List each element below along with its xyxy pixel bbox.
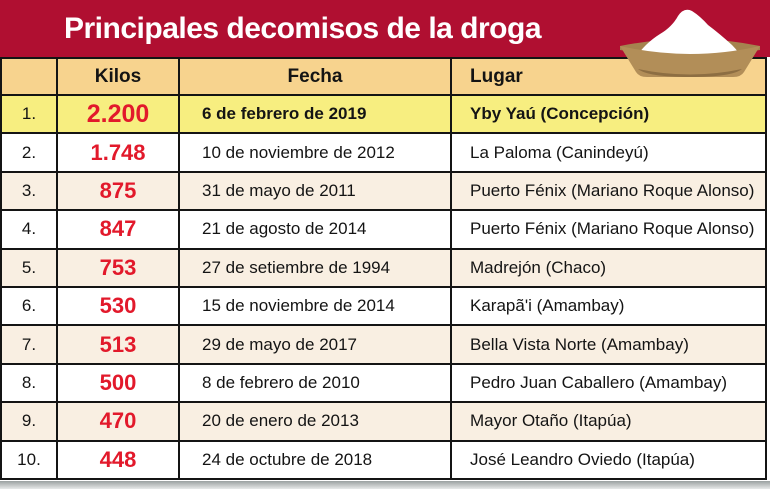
- cell-rank: 7.: [0, 324, 58, 365]
- cell-lugar: Pedro Juan Caballero (Amambay): [450, 362, 767, 404]
- table-row: 7. 513 29 de mayo de 2017 Bella Vista Norte…: [0, 324, 767, 365]
- cocaine-sack-icon: [614, 4, 766, 82]
- cell-fecha: 15 de noviembre de 2014: [178, 285, 452, 327]
- table-row: 5. 753 27 de setiembre de 1994 Madrejón (Ch…: [0, 247, 767, 288]
- table-row: 8. 500 8 de febrero de 2010 Pedro Juan Caba…: [0, 362, 767, 404]
- cell-lugar: Bella Vista Norte (Amambay): [450, 324, 767, 365]
- cell-lugar: Karapã'i (Amambay): [450, 285, 767, 327]
- cell-lugar: Puerto Fénix (Mariano Roque Alonso): [450, 209, 767, 250]
- cell-kilos: 1.748: [56, 132, 180, 173]
- col-header-fecha: Fecha: [178, 57, 452, 96]
- cell-fecha: 21 de agosto de 2014: [178, 209, 452, 250]
- cell-fecha: 20 de enero de 2013: [178, 401, 452, 442]
- cell-rank: 9.: [0, 401, 58, 442]
- cell-fecha: 8 de febrero de 2010: [178, 362, 452, 404]
- cell-rank: 3.: [0, 170, 58, 212]
- seizures-table: Kilos Fecha Lugar 1. 2.200 6 de febrero de…: [0, 57, 767, 480]
- header-band: Principales decomisos de la droga: [0, 0, 770, 57]
- cell-fecha: 27 de setiembre de 1994: [178, 247, 452, 288]
- cell-kilos: 2.200: [56, 93, 180, 135]
- table-body: 1. 2.200 6 de febrero de 2019 Yby Yaú (Conc…: [0, 93, 767, 480]
- cell-fecha: 6 de febrero de 2019: [178, 93, 452, 135]
- cell-rank: 1.: [0, 93, 58, 135]
- cell-rank: 8.: [0, 362, 58, 404]
- table-row: 1. 2.200 6 de febrero de 2019 Yby Yaú (Conc…: [0, 93, 767, 135]
- cell-lugar: La Paloma (Canindeyú): [450, 132, 767, 173]
- cell-kilos: 513: [56, 324, 180, 365]
- table-row: 9. 470 20 de enero de 2013 Mayor Otaño (Ita…: [0, 401, 767, 442]
- cell-kilos: 753: [56, 247, 180, 288]
- table-row: 4. 847 21 de agosto de 2014 Puerto Fénix (M…: [0, 209, 767, 250]
- cell-kilos: 847: [56, 209, 180, 250]
- col-header-kilos: Kilos: [56, 57, 180, 96]
- table-row: 10. 448 24 de octubre de 2018 José Leandro …: [0, 439, 767, 480]
- cell-rank: 6.: [0, 285, 58, 327]
- cell-kilos: 470: [56, 401, 180, 442]
- cell-kilos: 448: [56, 439, 180, 480]
- cell-lugar: Yby Yaú (Concepción): [450, 93, 767, 135]
- cell-kilos: 500: [56, 362, 180, 404]
- table-row: 6. 530 15 de noviembre de 2014 Karapã'i (Am…: [0, 285, 767, 327]
- cell-lugar: Madrejón (Chaco): [450, 247, 767, 288]
- cell-fecha: 29 de mayo de 2017: [178, 324, 452, 365]
- table-row: 3. 875 31 de mayo de 2011 Puerto Fénix (Mar…: [0, 170, 767, 212]
- col-header-rank: [0, 57, 58, 96]
- cell-rank: 2.: [0, 132, 58, 173]
- cell-rank: 10.: [0, 439, 58, 480]
- cell-lugar: Puerto Fénix (Mariano Roque Alonso): [450, 170, 767, 212]
- cell-fecha: 10 de noviembre de 2012: [178, 132, 452, 173]
- cell-fecha: 31 de mayo de 2011: [178, 170, 452, 212]
- cell-lugar: José Leandro Oviedo (Itapúa): [450, 439, 767, 480]
- cell-kilos: 875: [56, 170, 180, 212]
- table-row: 2. 1.748 10 de noviembre de 2012 La Paloma …: [0, 132, 767, 173]
- cell-lugar: Mayor Otaño (Itapúa): [450, 401, 767, 442]
- page-title: Principales decomisos de la droga: [64, 12, 542, 45]
- cell-fecha: 24 de octubre de 2018: [178, 439, 452, 480]
- drop-shadow: [0, 481, 770, 489]
- cell-kilos: 530: [56, 285, 180, 327]
- cell-rank: 4.: [0, 209, 58, 250]
- cell-rank: 5.: [0, 247, 58, 288]
